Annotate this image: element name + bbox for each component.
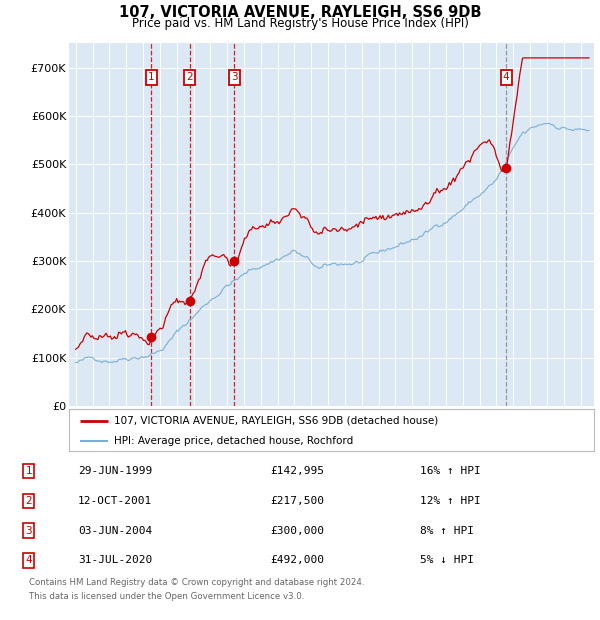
Text: 107, VICTORIA AVENUE, RAYLEIGH, SS6 9DB: 107, VICTORIA AVENUE, RAYLEIGH, SS6 9DB [119, 5, 481, 20]
Text: 29-JUN-1999: 29-JUN-1999 [78, 466, 152, 476]
Text: 8% ↑ HPI: 8% ↑ HPI [420, 526, 474, 536]
Text: 2: 2 [187, 73, 193, 82]
Text: 107, VICTORIA AVENUE, RAYLEIGH, SS6 9DB (detached house): 107, VICTORIA AVENUE, RAYLEIGH, SS6 9DB … [113, 415, 438, 425]
Text: £217,500: £217,500 [270, 496, 324, 506]
Text: This data is licensed under the Open Government Licence v3.0.: This data is licensed under the Open Gov… [29, 592, 304, 601]
Text: 1: 1 [148, 73, 155, 82]
Text: 12-OCT-2001: 12-OCT-2001 [78, 496, 152, 506]
Text: 5% ↓ HPI: 5% ↓ HPI [420, 556, 474, 565]
Text: HPI: Average price, detached house, Rochford: HPI: Average price, detached house, Roch… [113, 436, 353, 446]
Text: 2: 2 [25, 496, 32, 506]
Text: Contains HM Land Registry data © Crown copyright and database right 2024.: Contains HM Land Registry data © Crown c… [29, 578, 364, 588]
Text: 03-JUN-2004: 03-JUN-2004 [78, 526, 152, 536]
Text: 1: 1 [25, 466, 32, 476]
Text: 3: 3 [231, 73, 238, 82]
Text: 12% ↑ HPI: 12% ↑ HPI [420, 496, 481, 506]
Text: 4: 4 [25, 556, 32, 565]
Text: 31-JUL-2020: 31-JUL-2020 [78, 556, 152, 565]
Text: Price paid vs. HM Land Registry's House Price Index (HPI): Price paid vs. HM Land Registry's House … [131, 17, 469, 30]
Text: £142,995: £142,995 [270, 466, 324, 476]
Text: £492,000: £492,000 [270, 556, 324, 565]
Text: 4: 4 [503, 73, 509, 82]
Text: 3: 3 [25, 526, 32, 536]
Text: 16% ↑ HPI: 16% ↑ HPI [420, 466, 481, 476]
Text: £300,000: £300,000 [270, 526, 324, 536]
